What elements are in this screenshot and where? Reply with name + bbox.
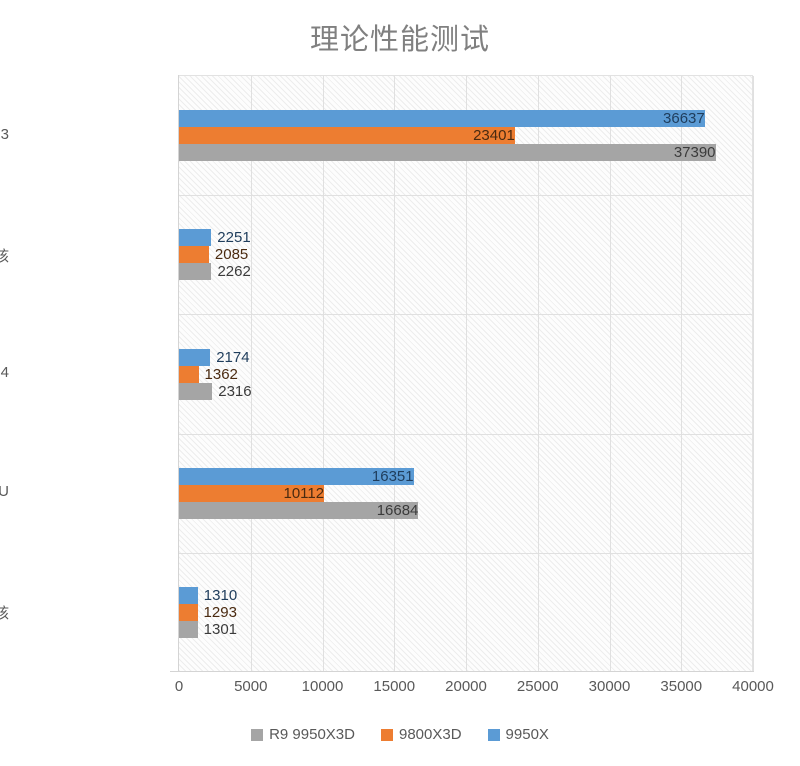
legend-label: 9950X xyxy=(505,726,549,743)
vertical-gridline xyxy=(466,76,467,671)
bar xyxy=(179,144,716,162)
x-axis-tick-label: 30000 xyxy=(588,678,631,695)
legend-item[interactable]: R9 9950X3D xyxy=(251,726,355,743)
legend-swatch-icon xyxy=(380,728,393,741)
bar-value-label: 1301 xyxy=(203,620,238,638)
y-axis-category-label: CinebenchR2024 xyxy=(0,364,9,381)
bar xyxy=(179,348,211,366)
bar-value-label: 2085 xyxy=(214,246,249,264)
x-axis-tick-label: 20000 xyxy=(445,678,487,695)
bar-value-label: 2316 xyxy=(218,382,252,400)
bar xyxy=(179,603,198,621)
x-axis-line xyxy=(170,671,754,672)
bar-value-label: 1362 xyxy=(204,365,238,383)
bar xyxy=(179,246,209,264)
bar xyxy=(179,501,419,519)
legend-label: R9 9950X3D xyxy=(269,726,355,743)
vertical-gridline xyxy=(250,76,252,671)
x-axis-tick-label: 10000 xyxy=(301,678,344,695)
bar-value-label: 1310 xyxy=(203,586,238,604)
bar xyxy=(179,382,213,400)
x-axis-tick-label: 15000 xyxy=(373,678,416,695)
legend-item[interactable]: 9950X xyxy=(487,726,549,743)
bar xyxy=(179,229,212,247)
vertical-gridline xyxy=(681,76,683,671)
plot-area: 1301 1293 1310 16684 10112 16351 2316 1362 2174 2… xyxy=(179,75,754,671)
bar-value-label: 2262 xyxy=(217,263,251,281)
bar-value-label: 1293 xyxy=(203,603,237,621)
bar-value-label: 2251 xyxy=(217,229,251,247)
bar xyxy=(179,365,199,383)
category-separator-line xyxy=(179,314,752,316)
bar xyxy=(179,110,705,128)
y-axis-category-label: 3Dmark CPU xyxy=(0,483,9,501)
bar-value-label: 2174 xyxy=(216,348,250,366)
bar xyxy=(179,127,515,145)
vertical-gridline xyxy=(537,76,539,671)
bar xyxy=(179,620,198,638)
bar-value-label: 16684 xyxy=(376,501,419,519)
vertical-gridline xyxy=(753,76,754,671)
legend-swatch-icon xyxy=(487,728,500,741)
y-axis-category-label: CinebenchR23 xyxy=(0,125,9,143)
y-axis-category-label: 3Dmark CPU 单核 xyxy=(0,605,9,623)
legend-label: 9800X3D xyxy=(398,726,462,743)
legend-swatch-icon xyxy=(251,728,264,741)
chart-title: 理论性能测试 xyxy=(309,24,490,56)
bar-value-label: 10112 xyxy=(283,484,325,502)
x-axis-tick-label: 40000 xyxy=(732,678,774,695)
vertical-gridline xyxy=(394,76,396,671)
bar xyxy=(179,586,198,604)
vertical-gridline xyxy=(322,76,324,671)
bar xyxy=(179,484,325,502)
y-axis-line xyxy=(178,75,179,672)
x-axis-tick-label: 5000 xyxy=(234,678,268,695)
vertical-gridline xyxy=(609,76,611,671)
chart-legend: R9 9950X3D 9800X3D 9950X xyxy=(0,726,800,743)
x-axis-tick-label: 25000 xyxy=(516,678,559,695)
x-axis-tick-label: 0 xyxy=(174,678,184,695)
category-separator-line xyxy=(179,433,752,435)
bar xyxy=(179,263,212,281)
x-axis-tick-label: 35000 xyxy=(660,678,703,695)
category-separator-line xyxy=(179,552,752,554)
bar-value-label: 23401 xyxy=(473,127,515,145)
bar-value-label: 36637 xyxy=(663,110,705,128)
bar-value-label: 37390 xyxy=(673,144,716,162)
bar-value-label: 16351 xyxy=(371,467,414,485)
bar xyxy=(179,467,414,485)
y-axis-category-label: CinebenchR23 单核 xyxy=(0,247,9,265)
legend-item[interactable]: 9800X3D xyxy=(380,726,462,743)
category-separator-line xyxy=(179,195,752,197)
